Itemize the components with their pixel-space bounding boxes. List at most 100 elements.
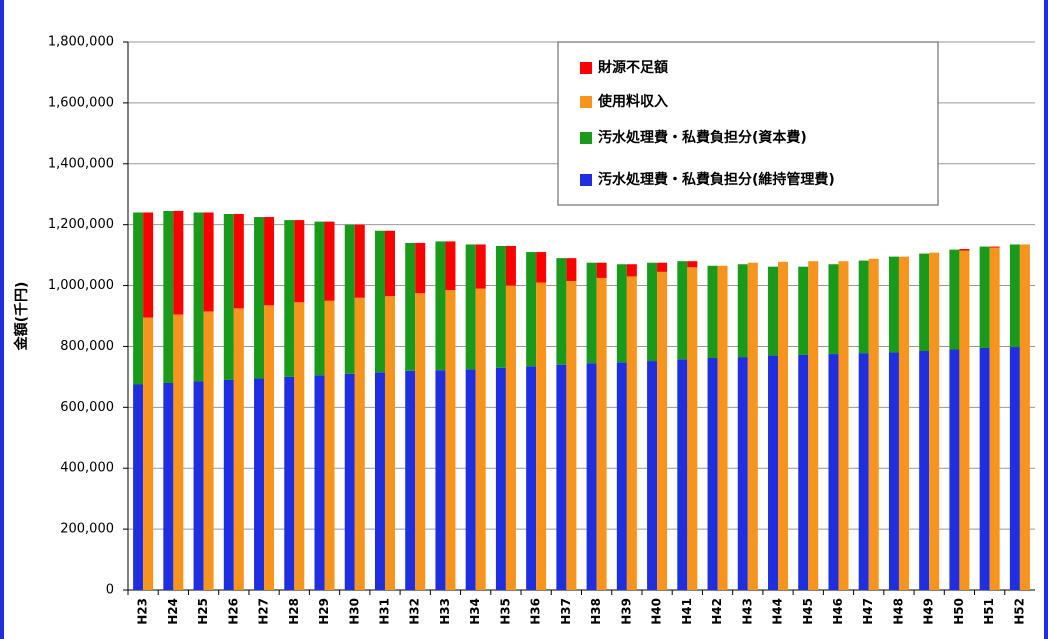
legend-box (557, 41, 939, 206)
bar-segment (384, 230, 395, 297)
bar-segment (475, 244, 486, 289)
x-tick-label: H30 (347, 598, 361, 625)
bar-segment (959, 250, 970, 591)
y-tick-label: 0 (106, 583, 114, 598)
x-tick-label: H31 (377, 598, 391, 625)
bar-segment (374, 230, 385, 373)
legend-swatch (580, 132, 592, 144)
bar-segment (163, 210, 174, 383)
bar-segment (626, 264, 637, 277)
x-tick-label: H28 (287, 598, 301, 625)
bar-segment (677, 359, 688, 590)
bar-segment (566, 280, 577, 590)
y-tick-label: 200,000 (60, 522, 114, 537)
bar-segment (979, 246, 990, 348)
bar-segment (284, 220, 295, 377)
y-tick-label: 1,200,000 (48, 217, 114, 232)
bar-segment (1009, 244, 1020, 348)
bar-segment (133, 384, 144, 590)
y-axis-label: 金額(千円) (13, 282, 30, 352)
bar-segment (374, 372, 385, 590)
bar-segment (223, 379, 234, 590)
bar-segment (254, 217, 265, 379)
bar-segment (314, 221, 325, 376)
bar-segment (203, 212, 214, 312)
bar-segment (858, 353, 869, 590)
bar-segment (1019, 244, 1030, 590)
legend-label: 汚水処理費・私費負担分(維持管理費) (598, 171, 835, 188)
bar-segment (264, 217, 275, 306)
bar-segment (505, 245, 516, 286)
y-tick-label: 1,800,000 (48, 35, 114, 50)
bar-segment (586, 363, 597, 590)
x-tick-label: H34 (468, 598, 482, 625)
legend-label: 財源不足額 (597, 59, 668, 76)
x-tick-label: H26 (226, 598, 240, 625)
x-tick-label: H40 (650, 598, 664, 625)
bar-segment (354, 224, 365, 298)
bar-segment (143, 212, 154, 318)
y-tick-label: 1,000,000 (48, 278, 114, 293)
bar-segment (707, 265, 718, 359)
bar-segment (626, 276, 637, 590)
bar-segment (526, 252, 537, 367)
bar-segment (475, 288, 486, 590)
bar-segment (324, 221, 335, 301)
bar-segment (838, 261, 849, 590)
bar-segment (294, 302, 305, 590)
frame-right (1044, 0, 1048, 639)
bar-segment (737, 357, 748, 590)
bar-segment (798, 354, 809, 590)
bar-segment (526, 366, 537, 590)
x-tick-label: H41 (680, 598, 694, 625)
bar-segment (505, 285, 516, 590)
bar-segment (163, 382, 174, 590)
bar-segment (495, 245, 506, 368)
bar-segment (294, 220, 305, 303)
x-tick-label: H49 (922, 598, 936, 625)
x-tick-label: H43 (740, 598, 754, 625)
legend-label: 使用料収入 (597, 93, 668, 110)
x-tick-label: H48 (891, 598, 905, 625)
bar-segment (233, 214, 244, 309)
bar-segment (858, 260, 869, 354)
x-tick-label: H24 (166, 598, 180, 625)
bar-segment (284, 376, 295, 590)
bar-segment (324, 300, 335, 590)
bar-segment (314, 375, 325, 590)
bar-segment (495, 367, 506, 590)
bar-segment (919, 253, 930, 352)
bar-segment (929, 252, 940, 591)
bar-segment (415, 242, 426, 294)
x-tick-label: H52 (1012, 598, 1026, 625)
bar-segment (747, 262, 758, 590)
bar-segment (556, 258, 567, 365)
y-tick-label: 800,000 (60, 339, 114, 354)
y-tick-label: 1,400,000 (48, 156, 114, 171)
y-tick-label: 1,600,000 (48, 95, 114, 110)
bar-segment (193, 212, 204, 382)
bar-segment (959, 249, 970, 251)
legend-swatch (580, 62, 592, 74)
bar-segment (828, 264, 839, 355)
x-tick-label: H42 (710, 598, 724, 625)
x-tick-label: H25 (196, 598, 210, 625)
bar-segment (888, 352, 899, 590)
bar-segment (536, 252, 547, 283)
bar-segment (405, 370, 416, 590)
bar-segment (798, 266, 809, 355)
bar-segment (768, 266, 779, 356)
legend-swatch (580, 96, 592, 108)
bar-segment (657, 271, 668, 590)
y-tick-label: 400,000 (60, 461, 114, 476)
bar-segment (647, 262, 658, 362)
bar-segment (989, 246, 1000, 248)
bar-segment (888, 256, 899, 353)
x-tick-label: H32 (408, 598, 422, 625)
x-tick-label: H23 (136, 598, 150, 625)
bar-segment (435, 241, 446, 371)
frame-left (0, 0, 4, 639)
bar-segment (1009, 347, 1020, 590)
bar-segment (435, 370, 446, 590)
